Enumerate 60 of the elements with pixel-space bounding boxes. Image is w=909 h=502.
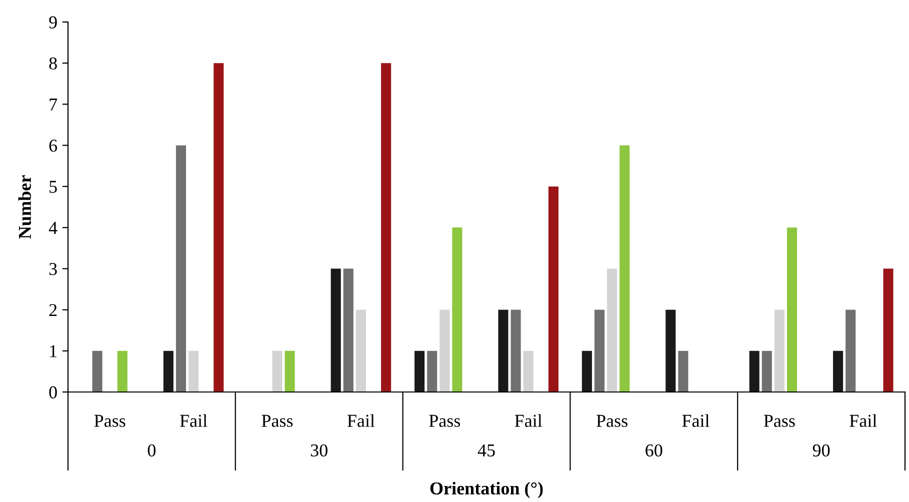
bar xyxy=(548,186,558,392)
bar xyxy=(356,310,366,392)
x-tick-label: Pass xyxy=(262,414,293,427)
bar xyxy=(117,350,128,392)
bar xyxy=(330,268,341,392)
y-tick-label: 4 xyxy=(48,222,58,234)
y-tick-label: 9 xyxy=(49,16,57,28)
x-tick-label: Fail xyxy=(180,414,208,427)
y-tick-label: 2 xyxy=(49,304,57,316)
text: 0 xyxy=(148,444,156,457)
bar xyxy=(774,310,784,392)
x-tick-label: Fail xyxy=(850,414,877,427)
text: 60 xyxy=(646,444,662,457)
bar xyxy=(284,350,295,392)
bar xyxy=(440,310,450,392)
y-axis-title: Number xyxy=(18,175,32,239)
bar xyxy=(594,310,605,392)
x-tick-label: Fail xyxy=(514,414,542,427)
text: 45 xyxy=(478,444,495,457)
bar xyxy=(176,145,186,392)
bar xyxy=(582,350,592,392)
y-tick-label: 6 xyxy=(49,140,58,152)
bar xyxy=(414,350,425,392)
bar xyxy=(452,228,462,392)
y-tick-label: 0 xyxy=(49,386,57,398)
bar xyxy=(188,350,199,392)
bar xyxy=(523,350,534,392)
y-tick-label: 8 xyxy=(49,57,57,70)
y-tick-label: 7 xyxy=(50,98,58,110)
bar xyxy=(678,350,688,392)
y-tick-label: 1 xyxy=(50,345,56,358)
bar xyxy=(214,63,224,392)
bar xyxy=(620,145,630,392)
bar xyxy=(92,350,102,392)
bar xyxy=(272,350,282,392)
x-tick-label: Pass xyxy=(429,414,460,427)
bar xyxy=(666,310,676,392)
bar xyxy=(833,350,844,392)
text: 30 xyxy=(310,444,328,457)
text: 90 xyxy=(812,444,830,457)
x-tick-label: Pass xyxy=(596,414,628,427)
bar xyxy=(427,350,438,392)
bar xyxy=(786,228,798,392)
bar xyxy=(343,268,354,392)
x-tick-label: Fail xyxy=(347,414,375,427)
bar xyxy=(381,63,392,392)
bar xyxy=(510,310,521,392)
bar xyxy=(498,310,508,392)
bar xyxy=(607,268,618,392)
bar xyxy=(846,310,856,392)
x-tick-label: Pass xyxy=(764,414,795,427)
x-axis-title: Orientation (°) xyxy=(430,482,543,498)
y-tick-label: 5 xyxy=(50,180,57,193)
bar xyxy=(762,350,772,392)
bar xyxy=(749,350,760,392)
bar xyxy=(883,268,894,392)
x-tick-label: Fail xyxy=(682,414,710,427)
y-tick-label: 3 xyxy=(49,262,57,276)
x-tick-label: Pass xyxy=(94,414,126,427)
bar xyxy=(163,350,174,392)
